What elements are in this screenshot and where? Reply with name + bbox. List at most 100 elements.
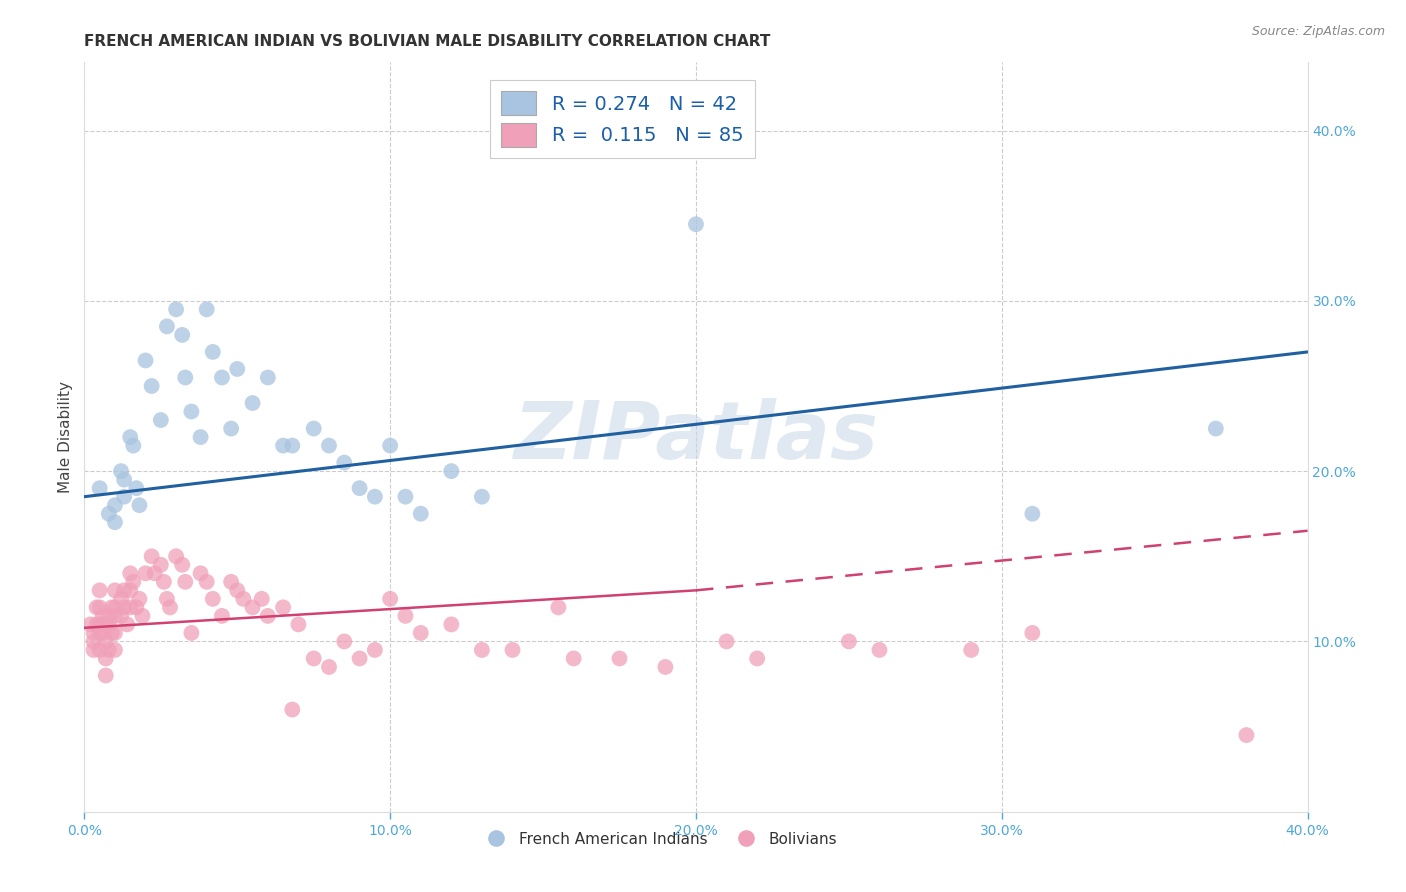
Point [190,566,212,581]
Point [281,439,304,453]
Point [349,481,371,495]
Point [271,600,294,615]
Point [89,617,111,632]
Point [219,574,242,589]
Point [838,634,860,648]
Point [333,456,356,470]
Point [364,490,387,504]
Point [83,626,105,640]
Point [242,396,264,410]
Point [125,600,148,615]
Point [79,617,101,632]
Point [250,591,273,606]
Point [91,626,114,640]
Point [547,600,569,615]
Point [165,302,187,317]
Point [104,583,127,598]
Point [174,574,197,589]
Point [153,574,176,589]
Point [135,566,157,581]
Point [409,626,432,640]
Point [380,591,402,606]
Point [747,651,769,665]
Point [143,566,166,581]
Point [318,660,340,674]
Point [94,651,117,665]
Point [394,490,416,504]
Point [219,421,242,435]
Point [112,583,135,598]
Point [97,608,120,623]
Point [110,464,132,478]
Point [960,643,983,657]
Point [149,413,172,427]
Point [195,574,218,589]
Point [716,634,738,648]
Point [89,626,111,640]
Point [226,362,249,376]
Point [190,430,212,444]
Point [83,634,105,648]
Point [287,617,309,632]
Point [609,651,631,665]
Text: FRENCH AMERICAN INDIAN VS BOLIVIAN MALE DISABILITY CORRELATION CHART: FRENCH AMERICAN INDIAN VS BOLIVIAN MALE … [84,34,770,49]
Point [302,651,325,665]
Point [172,327,194,342]
Point [128,591,150,606]
Point [281,702,304,716]
Point [97,617,120,632]
Point [149,558,172,572]
Point [120,566,142,581]
Point [101,626,124,640]
Point [159,600,181,615]
Point [409,507,432,521]
Point [1021,507,1043,521]
Point [110,608,132,623]
Point [122,439,145,453]
Text: Source: ZipAtlas.com: Source: ZipAtlas.com [1251,25,1385,38]
Point [156,319,179,334]
Point [333,634,356,648]
Point [562,651,585,665]
Point [364,643,387,657]
Point [104,600,127,615]
Point [869,643,891,657]
Point [94,617,117,632]
Point [180,626,202,640]
Point [156,591,179,606]
Point [89,481,111,495]
Point [112,490,135,504]
Point [211,608,233,623]
Point [135,353,157,368]
Point [120,430,142,444]
Point [201,591,224,606]
Point [91,608,114,623]
Point [654,660,676,674]
Point [101,600,124,615]
Point [141,549,163,564]
Point [89,583,111,598]
Point [257,608,280,623]
Point [131,608,153,623]
Point [201,345,224,359]
Point [86,617,108,632]
Point [471,490,494,504]
Point [502,643,524,657]
Point [226,583,249,598]
Point [128,498,150,512]
Point [104,626,127,640]
Point [257,370,280,384]
Point [232,591,254,606]
Point [195,302,218,317]
Point [380,439,402,453]
Point [115,617,138,632]
Point [97,507,120,521]
Point [83,643,105,657]
Point [104,643,127,657]
Point [97,643,120,657]
Point [271,439,294,453]
Point [172,558,194,572]
Point [120,583,142,598]
Point [94,668,117,682]
Point [89,600,111,615]
